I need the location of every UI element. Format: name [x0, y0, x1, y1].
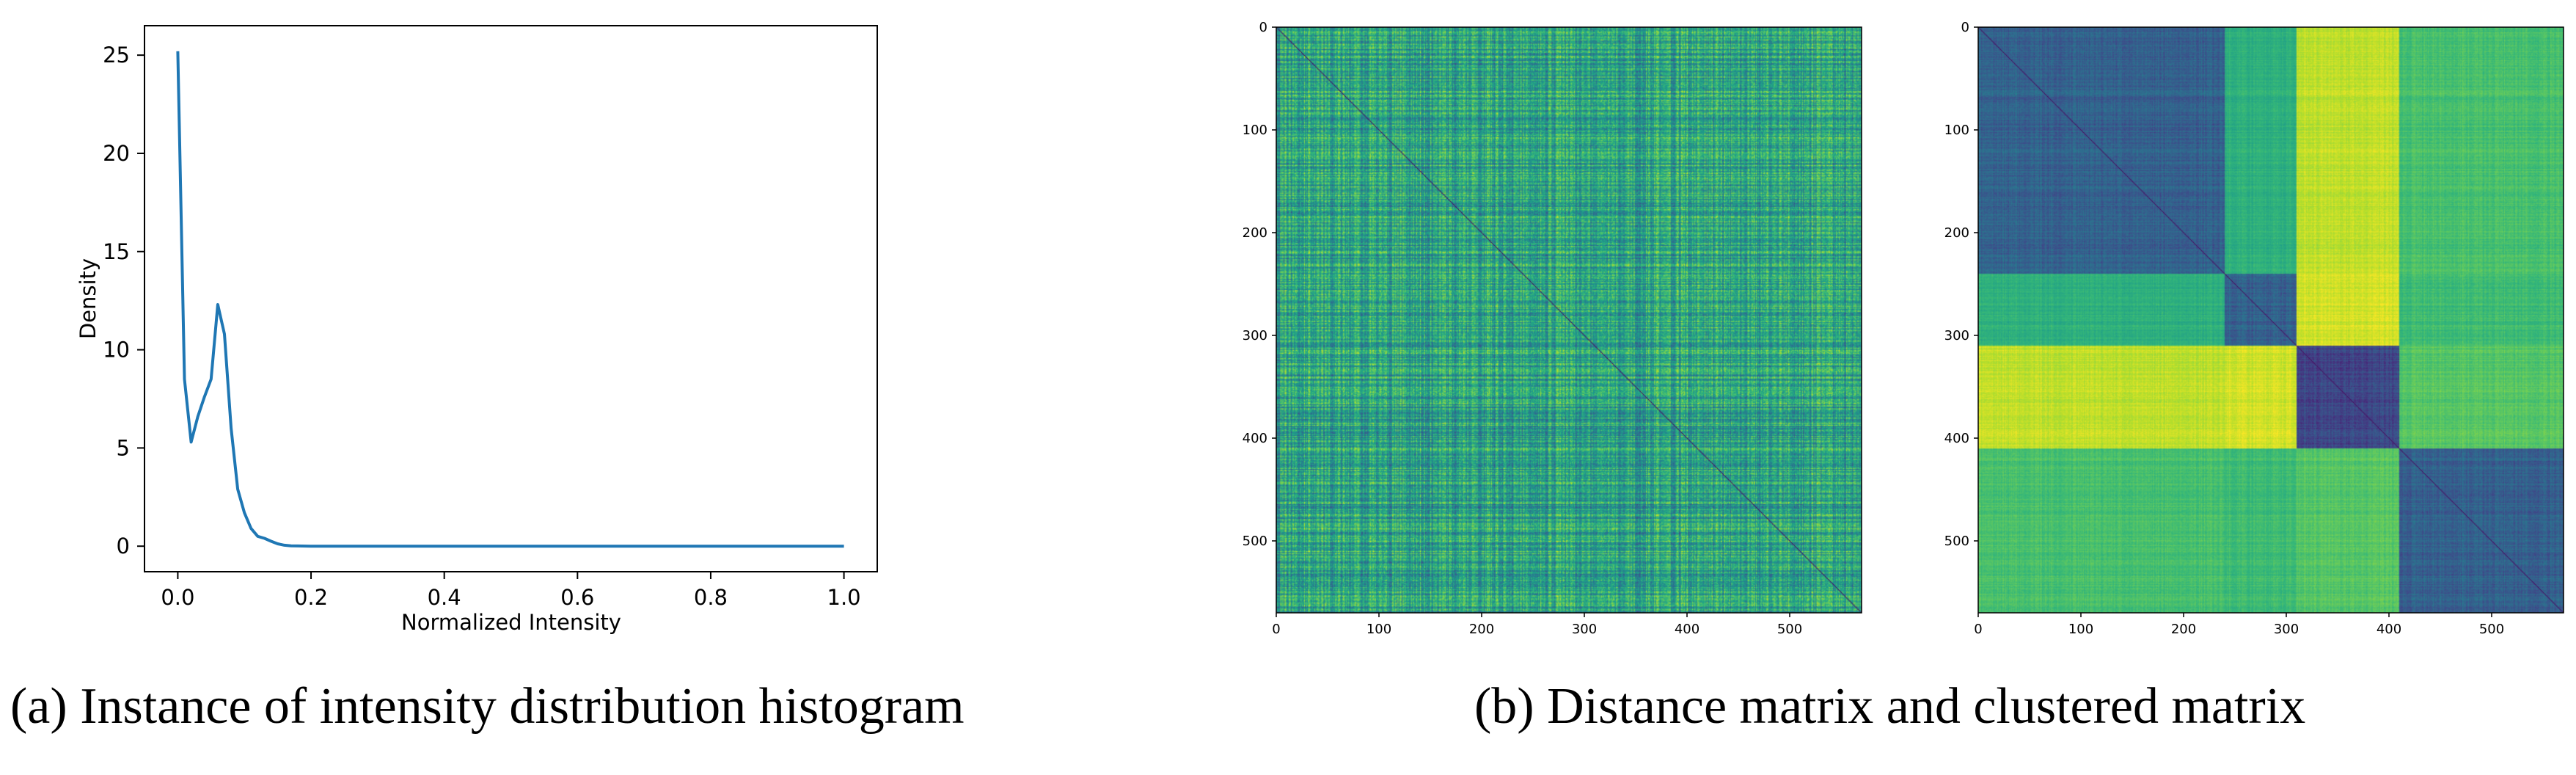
y-tick-label: 0	[1259, 20, 1267, 35]
distance-matrix-ticks: 0 100 200 300 400 500 0 100 200 300 400 500	[1243, 20, 1803, 637]
x-tick-label: 100	[1366, 622, 1391, 637]
plot-frame	[144, 25, 878, 572]
y-tick-label: 300	[1944, 328, 1969, 343]
caption-b: (b) Distance matrix and clustered matrix	[1474, 678, 2305, 735]
y-tick-label: 200	[1243, 225, 1267, 241]
y-axis-label: Density	[76, 258, 100, 339]
y-tick-label: 15	[103, 239, 130, 264]
x-tick-label: 0.4	[428, 585, 461, 610]
y-tick-label: 300	[1243, 328, 1267, 343]
x-axis-label: Normalized Intensity	[401, 610, 621, 635]
y-tick-label: 100	[1944, 123, 1969, 138]
distance-matrix-image	[1276, 27, 1862, 613]
x-tick-label: 500	[2479, 622, 2504, 637]
clustered-matrix-image	[1978, 27, 2564, 613]
x-tick-label: 300	[2274, 622, 2299, 637]
y-tick-label: 500	[1243, 534, 1267, 549]
y-axis-ticks: 0 5 10 15 20 25	[103, 43, 144, 558]
y-tick-label: 500	[1944, 534, 1969, 549]
y-tick-label: 400	[1243, 431, 1267, 446]
histogram-chart: 0.0 0.2 0.4 0.6 0.8 1.0 0 5 10 15 20 25 Normalized…	[76, 25, 878, 635]
clustered-matrix-ticks: 0 100 200 300 400 500 0 100 200 300 400 500	[1944, 20, 2505, 637]
x-tick-label: 100	[2068, 622, 2093, 637]
distance-matrix-heatmap: 0 100 200 300 400 500 0 100 200 300 400 500	[1243, 20, 1862, 637]
y-tick-label: 10	[103, 338, 130, 363]
x-tick-label: 500	[1777, 622, 1802, 637]
x-tick-label: 400	[2376, 622, 2401, 637]
x-tick-label: 200	[1469, 622, 1494, 637]
y-tick-label: 20	[103, 141, 130, 166]
x-tick-label: 400	[1675, 622, 1699, 637]
y-tick-label: 25	[103, 43, 130, 68]
y-tick-label: 0	[1961, 20, 1969, 35]
x-tick-label: 1.0	[827, 585, 861, 610]
y-tick-label: 0	[117, 534, 130, 558]
x-tick-label: 0.0	[161, 585, 194, 610]
caption-a: (a) Instance of intensity distribution h…	[10, 678, 965, 735]
x-tick-label: 0.2	[294, 585, 328, 610]
x-tick-label: 0.6	[560, 585, 594, 610]
x-tick-label: 0	[1974, 622, 1982, 637]
x-tick-label: 300	[1572, 622, 1597, 637]
density-line	[176, 51, 844, 548]
x-tick-label: 0	[1272, 622, 1280, 637]
x-tick-label: 0.8	[694, 585, 728, 610]
clustered-matrix-heatmap: 0 100 200 300 400 500 0 100 200 300 400 500	[1944, 20, 2564, 637]
x-tick-label: 200	[2171, 622, 2196, 637]
y-tick-label: 400	[1944, 431, 1969, 446]
y-tick-label: 5	[117, 435, 130, 460]
clustered-matrix-frame	[1977, 26, 2564, 614]
y-tick-label: 200	[1944, 225, 1969, 241]
distance-matrix-frame	[1276, 26, 1862, 614]
y-tick-label: 100	[1243, 123, 1267, 138]
x-axis-ticks: 0.0 0.2 0.4 0.6 0.8 1.0	[161, 572, 861, 610]
